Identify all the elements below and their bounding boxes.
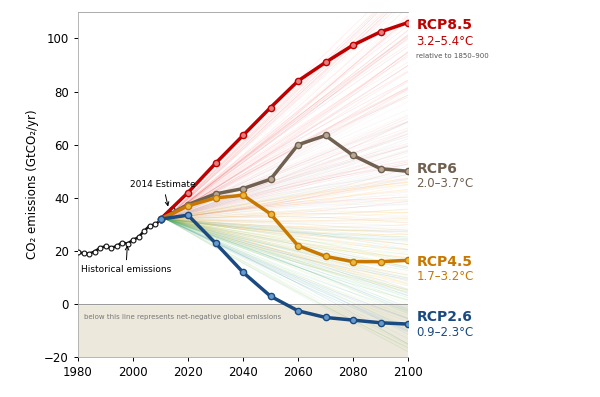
Bar <box>78 12 408 304</box>
Text: below this line represents net-negative global emissions: below this line represents net-negative … <box>83 314 281 320</box>
Text: 1.7–3.2°C: 1.7–3.2°C <box>416 270 473 283</box>
Text: Historical emissions: Historical emissions <box>81 247 171 274</box>
Text: 3.2–5.4°C: 3.2–5.4°C <box>416 35 473 48</box>
Text: RCP2.6: RCP2.6 <box>416 310 472 324</box>
Text: 2014 Estimate: 2014 Estimate <box>130 180 196 206</box>
Y-axis label: CO₂ emissions (GtCO₂/yr): CO₂ emissions (GtCO₂/yr) <box>26 110 38 259</box>
Text: relative to 1850–900: relative to 1850–900 <box>416 53 489 59</box>
Text: 2.0–3.7°C: 2.0–3.7°C <box>416 177 473 190</box>
Text: RCP8.5: RCP8.5 <box>416 18 472 32</box>
Text: 0.9–2.3°C: 0.9–2.3°C <box>416 326 473 339</box>
Bar <box>78 304 408 357</box>
Text: RCP4.5: RCP4.5 <box>416 254 472 269</box>
Text: RCP6: RCP6 <box>416 162 457 175</box>
